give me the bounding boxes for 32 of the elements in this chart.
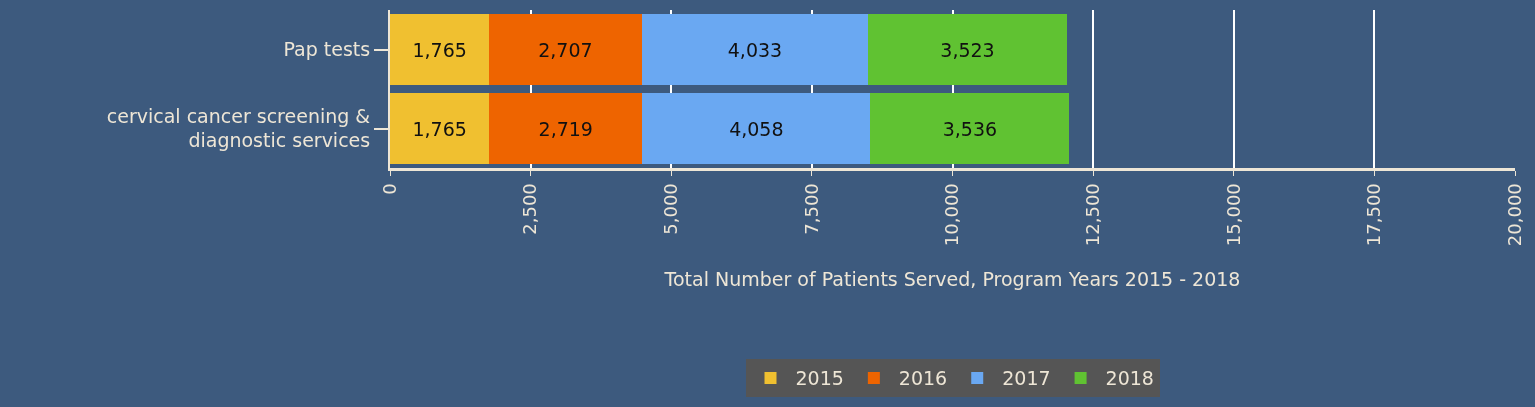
bar [489,13,642,86]
x-tick-label: 15,000 [1222,183,1244,247]
bar [390,13,490,86]
legend-label: 2016 [898,367,948,390]
x-tick-label: 0 [378,183,400,195]
x-axis-title: Total Number of Patients Served, Program Years 2015 - 2018 [663,267,1241,290]
data-label: 4,033 [727,38,783,61]
bar [870,92,1070,165]
legend-label: 2015 [795,367,844,390]
x-tick-label: 12,500 [1081,183,1103,247]
x-tick-label: 2,500 [519,183,541,235]
bar [641,13,869,86]
bar [390,92,490,165]
x-tick-label: 7,500 [800,183,822,235]
data-label: 3,523 [940,38,995,61]
data-label: 4,058 [729,117,784,140]
bar [868,13,1067,86]
data-label: 1,765 [412,38,467,61]
data-label: 2,719 [538,117,593,140]
y-tick-label: Pap tests [283,38,371,61]
bar [489,92,643,165]
data-label: 1,765 [412,117,467,140]
data-label: 2,707 [538,38,593,61]
bar [642,92,871,165]
y-tick-label: cervical cancer screening & diagnostic services [106,104,371,152]
legend-label: 2018 [1105,367,1154,390]
x-tick-label: 5,000 [660,183,682,235]
x-tick-label: 10,000 [941,183,963,247]
x-tick-label: 17,500 [1363,183,1385,247]
legend-label: 2017 [1002,367,1051,390]
x-tick-label: 20,000 [1503,183,1525,247]
data-label: 3,536 [942,117,998,140]
